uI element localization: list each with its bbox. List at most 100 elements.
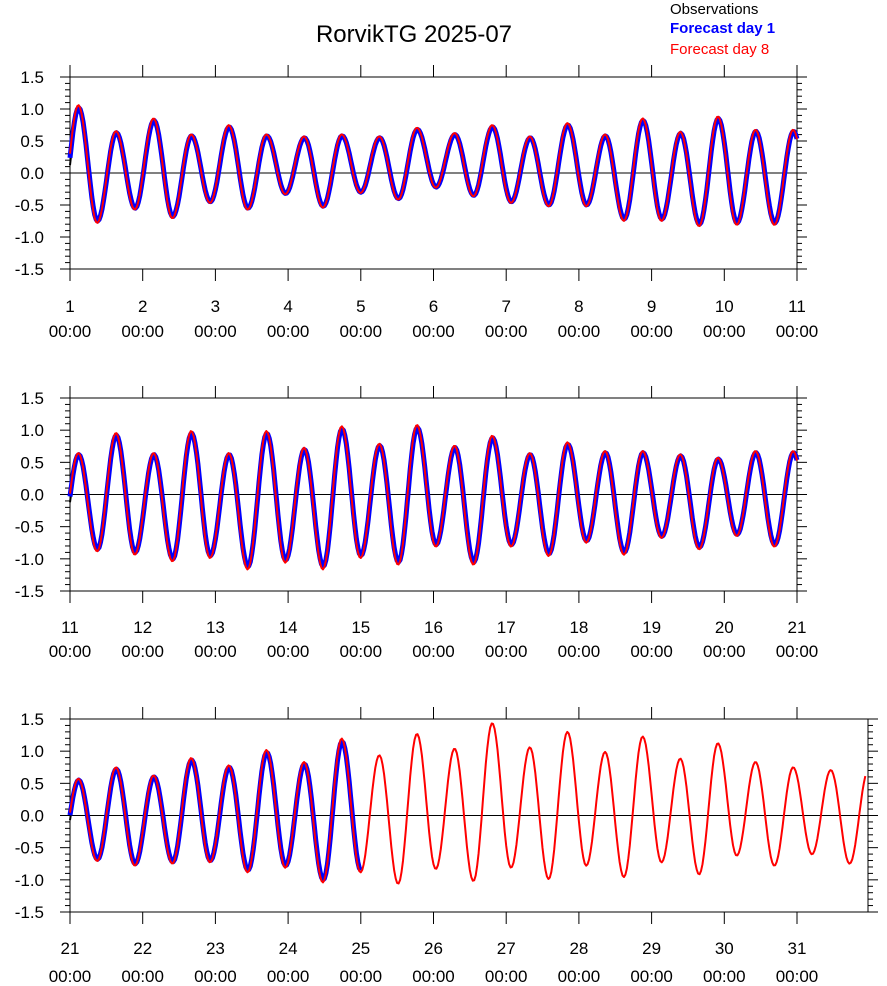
x-tick-time-label: 00:00	[121, 642, 164, 661]
x-tick-time-label: 00:00	[412, 322, 455, 341]
x-tick-time-label: 00:00	[121, 322, 164, 341]
x-tick-day-label: 5	[356, 297, 365, 316]
x-tick-day-label: 20	[715, 618, 734, 637]
x-tick-day-label: 15	[351, 618, 370, 637]
x-tick-time-label: 00:00	[630, 642, 673, 661]
x-tick-time-label: 00:00	[558, 967, 601, 986]
x-tick-time-label: 00:00	[49, 967, 92, 986]
y-tick-label: -1.0	[15, 228, 44, 247]
x-tick-day-label: 8	[574, 297, 583, 316]
y-tick-label: 0.5	[20, 453, 44, 472]
x-tick-day-label: 11	[61, 618, 79, 637]
y-tick-label: -0.5	[15, 518, 44, 537]
x-tick-day-label: 28	[569, 939, 588, 958]
y-tick-label: -1.0	[15, 550, 44, 569]
x-tick-time-label: 00:00	[267, 967, 310, 986]
x-tick-day-label: 9	[647, 297, 656, 316]
x-tick-time-label: 00:00	[630, 322, 673, 341]
series-forecast-day-8-line	[69, 104, 798, 228]
y-tick-label: 1.5	[20, 389, 44, 408]
x-tick-day-label: 27	[497, 939, 516, 958]
y-tick-label: -1.0	[15, 871, 44, 890]
x-tick-day-label: 24	[279, 939, 298, 958]
x-tick-day-label: 6	[429, 297, 438, 316]
x-tick-day-label: 14	[279, 618, 298, 637]
legend-forecast-day-8: Forecast day 8	[670, 41, 769, 58]
x-tick-time-label: 00:00	[340, 642, 383, 661]
x-tick-day-label: 13	[206, 618, 225, 637]
x-tick-day-label: 31	[788, 939, 807, 958]
x-tick-time-label: 00:00	[340, 967, 383, 986]
x-tick-time-label: 00:00	[340, 322, 383, 341]
x-tick-time-label: 00:00	[630, 967, 673, 986]
y-tick-label: 1.5	[20, 710, 44, 729]
y-tick-label: 1.0	[20, 742, 44, 761]
x-tick-time-label: 00:00	[267, 322, 310, 341]
x-tick-day-label: 7	[501, 297, 510, 316]
legend-observations: Observations	[670, 1, 758, 18]
x-tick-time-label: 00:00	[485, 967, 528, 986]
x-tick-time-label: 00:00	[558, 642, 601, 661]
panel-2: 1.5 1.0 0.5 0.0 -0.5 -1.0 -1.5 11 00:00 12 00:00 13…	[15, 386, 819, 661]
y-tick-label: 0.5	[20, 132, 44, 151]
chart-title: RorvikTG 2025-07	[316, 21, 512, 48]
x-tick-day-label: 29	[642, 939, 661, 958]
x-tick-time-label: 00:00	[776, 967, 819, 986]
x-tick-time-label: 00:00	[121, 967, 164, 986]
x-tick-day-label: 18	[569, 618, 588, 637]
y-tick-label: -0.5	[15, 196, 44, 215]
x-tick-day-label: 2	[138, 297, 147, 316]
y-tick-label: 1.0	[20, 421, 44, 440]
x-tick-day-label: 21	[61, 939, 80, 958]
x-tick-time-label: 00:00	[412, 642, 455, 661]
x-tick-time-label: 00:00	[194, 967, 237, 986]
x-tick-day-label: 17	[497, 618, 516, 637]
series-forecast-day-8-line	[69, 424, 798, 571]
x-tick-time-label: 00:00	[412, 967, 455, 986]
x-tick-time-label: 00:00	[49, 642, 92, 661]
panel-3: 1.5 1.0 0.5 0.0 -0.5 -1.0 -1.5 21 00:00 22 00:00 23…	[15, 707, 878, 986]
x-tick-day-label: 11	[788, 297, 806, 316]
x-tick-day-label: 23	[206, 939, 225, 958]
x-tick-day-label: 12	[133, 618, 152, 637]
x-tick-time-label: 00:00	[485, 322, 528, 341]
x-tick-day-label: 26	[424, 939, 443, 958]
x-tick-day-label: 3	[211, 297, 220, 316]
y-tick-label: 1.5	[20, 68, 44, 87]
y-tick-label: 0.0	[20, 486, 44, 505]
x-tick-time-label: 00:00	[49, 322, 92, 341]
x-tick-day-label: 4	[283, 297, 292, 316]
x-tick-time-label: 00:00	[485, 642, 528, 661]
x-tick-day-label: 19	[642, 618, 661, 637]
y-tick-label: -1.5	[15, 260, 44, 279]
y-tick-label: 1.0	[20, 100, 44, 119]
x-tick-day-label: 25	[351, 939, 370, 958]
series-forecast-day-8-line	[69, 722, 867, 885]
y-tick-label: 0.5	[20, 774, 44, 793]
x-tick-time-label: 00:00	[703, 322, 746, 341]
series-forecast-day-1-line	[67, 425, 800, 569]
x-tick-time-label: 00:00	[703, 967, 746, 986]
panels: 1.5 1.0 0.5 0.0 -0.5 -1.0 -1.5 1 00:00 2 00:00 3 00:…	[15, 65, 878, 986]
x-tick-day-label: 10	[715, 297, 734, 316]
y-tick-label: -0.5	[15, 839, 44, 858]
y-tick-label: -1.5	[15, 903, 44, 922]
x-tick-time-label: 00:00	[703, 642, 746, 661]
x-tick-time-label: 00:00	[194, 322, 237, 341]
x-tick-time-label: 00:00	[558, 322, 601, 341]
y-tick-label: -1.5	[15, 582, 44, 601]
x-tick-time-label: 00:00	[194, 642, 237, 661]
x-tick-day-label: 16	[424, 618, 443, 637]
x-tick-time-label: 00:00	[776, 642, 819, 661]
legend: Observations Forecast day 1 Forecast day…	[670, 1, 775, 58]
x-tick-day-label: 22	[133, 939, 152, 958]
y-tick-label: 0.0	[20, 807, 44, 826]
panel-1: 1.5 1.0 0.5 0.0 -0.5 -1.0 -1.5 1 00:00 2 00:00 3 00:…	[15, 65, 819, 341]
y-tick-label: 0.0	[20, 164, 44, 183]
x-tick-time-label: 00:00	[267, 642, 310, 661]
x-tick-day-label: 30	[715, 939, 734, 958]
x-tick-day-label: 1	[65, 297, 74, 316]
x-tick-time-label: 00:00	[776, 322, 819, 341]
